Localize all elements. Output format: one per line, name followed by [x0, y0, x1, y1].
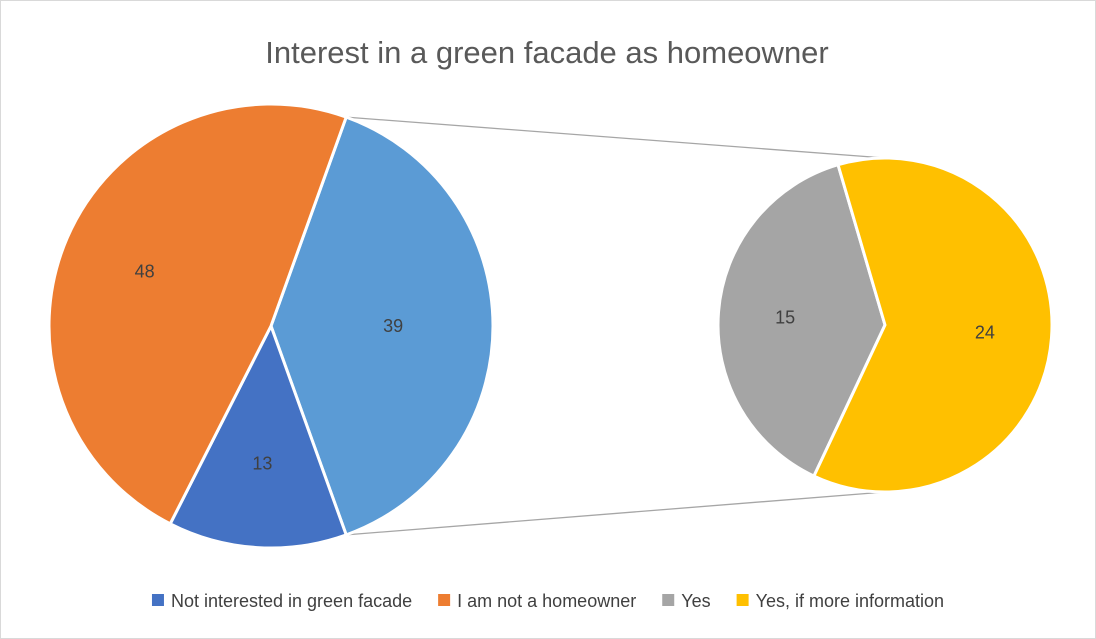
legend-swatch-yes-if-more-information [736, 594, 749, 606]
secondary-yes-if-more-information-slice [812, 156, 1054, 494]
aggregate-slice [269, 115, 495, 537]
chart-title: Interest in a green facade as homeowner [265, 35, 829, 70]
secondary-yes-slice [716, 163, 887, 478]
i-am-not-a-homeowner-slice [47, 102, 348, 526]
not-interested-in-green-facade-slice [168, 324, 348, 550]
connector-line-top [346, 116, 886, 159]
connector-line-bottom [346, 491, 886, 536]
i-am-not-a-homeowner-value-label: 48 [135, 261, 155, 281]
not-interested-in-green-facade-value-label: 13 [252, 453, 272, 473]
legend: Not interested in green facade I am not a… [151, 591, 944, 611]
legend-label-i-am-not-a-homeowner: I am not a homeowner [457, 591, 636, 611]
aggregate-value-label: 39 [383, 316, 403, 336]
legend-label-yes-if-more-information: Yes, if more information [756, 591, 944, 611]
secondary-yes-value-label: 15 [775, 307, 795, 327]
legend-label-yes: Yes [681, 591, 710, 611]
secondary-yes-if-more-information-value-label: 24 [975, 323, 995, 343]
legend-label-not-interested-in-green-facade: Not interested in green facade [171, 591, 412, 611]
connector-lines [346, 116, 886, 536]
legend-swatch-not-interested-in-green-facade [151, 594, 164, 606]
legend-swatch-yes [662, 594, 675, 606]
main-pie: 39 13 48 [47, 102, 495, 550]
legend-swatch-i-am-not-a-homeowner [438, 594, 451, 606]
